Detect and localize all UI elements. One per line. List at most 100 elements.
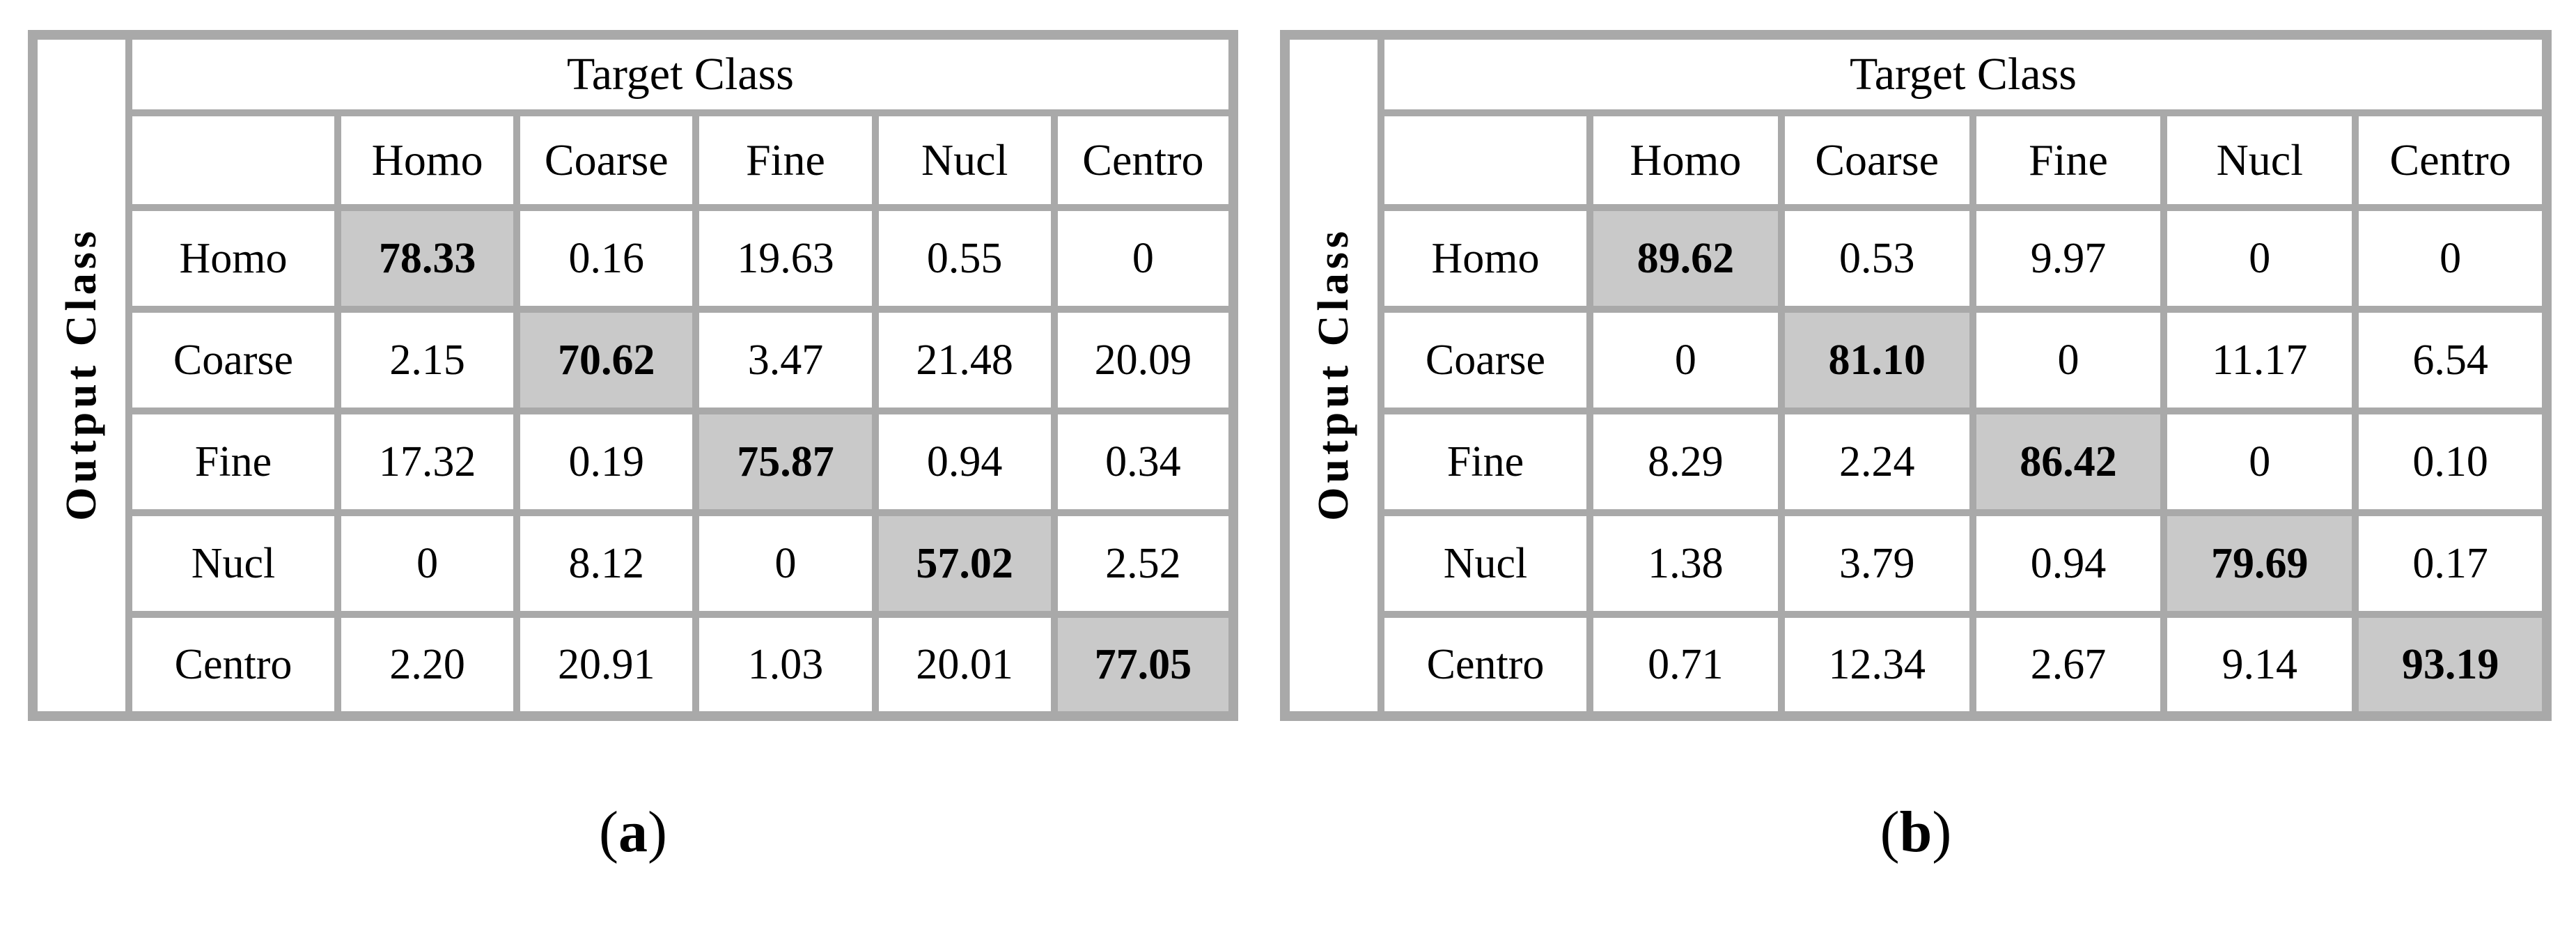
- value-cell: 0.55: [871, 204, 1058, 313]
- table-row: Nucl 1.38 3.79 0.94 79.69 0.17: [1285, 509, 2550, 618]
- value-cell: 3.79: [1777, 509, 1976, 618]
- column-header-fine: Fine: [692, 109, 879, 211]
- diagonal-value-cell: 89.62: [1586, 204, 1785, 313]
- panel-a: Output Class Target Class Homo Coarse Fine…: [28, 30, 1238, 862]
- diagonal-value-cell: 57.02: [871, 509, 1058, 618]
- corner-cell: [1377, 109, 1593, 211]
- diagonal-value-cell: 78.33: [334, 204, 521, 313]
- row-header-centro: Centro: [1377, 611, 1593, 720]
- value-cell: 0: [2160, 408, 2359, 516]
- caption-paren-open: (: [1880, 800, 1900, 864]
- table-row: Homo 78.33 0.16 19.63 0.55 0: [33, 204, 1238, 313]
- target-class-axis-label: Target Class: [125, 31, 1237, 116]
- matrix-body: Output Class Target Class Homo Coarse Fine…: [29, 31, 1238, 720]
- diagonal-value-cell: 75.87: [692, 408, 879, 516]
- value-cell: 6.54: [2352, 306, 2550, 414]
- value-cell: 9.14: [2160, 611, 2359, 720]
- value-cell: 20.09: [1050, 306, 1238, 414]
- diagonal-value-cell: 81.10: [1777, 306, 1976, 414]
- diagonal-value-cell: 70.62: [513, 306, 700, 414]
- column-header-centro: Centro: [2352, 109, 2550, 211]
- row-header-nucl: Nucl: [125, 509, 341, 618]
- row-header-fine: Fine: [1377, 408, 1593, 516]
- diagonal-value-cell: 77.05: [1050, 611, 1238, 720]
- value-cell: 20.01: [871, 611, 1058, 720]
- caption-letter: b: [1899, 800, 1933, 864]
- panel-a-caption: (a): [28, 803, 1238, 862]
- value-cell: 0: [1050, 204, 1238, 313]
- column-header-coarse: Coarse: [513, 109, 700, 211]
- row-header-homo: Homo: [125, 204, 341, 313]
- target-class-axis-label: Target Class: [1377, 31, 2550, 116]
- value-cell: 0: [1969, 306, 2168, 414]
- table-row: Coarse 0 81.10 0 11.17 6.54: [1285, 306, 2550, 414]
- value-cell: 8.29: [1586, 408, 1785, 516]
- value-cell: 0.10: [2352, 408, 2550, 516]
- output-class-axis-label: Output Class: [57, 226, 105, 521]
- value-cell: 0.16: [513, 204, 700, 313]
- value-cell: 9.97: [1969, 204, 2168, 313]
- panel-b-caption: (b): [1280, 803, 2552, 862]
- value-cell: 2.52: [1050, 509, 1238, 618]
- column-header-nucl: Nucl: [871, 109, 1058, 211]
- table-row: Centro 0.71 12.34 2.67 9.14 93.19: [1285, 611, 2550, 720]
- caption-paren-open: (: [599, 800, 618, 864]
- column-header-homo: Homo: [334, 109, 521, 211]
- target-class-row: Output Class Target Class: [1281, 31, 2550, 720]
- value-cell: 20.91: [513, 611, 700, 720]
- value-cell: 0.19: [513, 408, 700, 516]
- table-row: Nucl 0 8.12 0 57.02 2.52: [33, 509, 1238, 618]
- matrix-body: Output Class Target Class Homo Coarse Fine…: [1281, 31, 2550, 720]
- value-cell: 0: [334, 509, 521, 618]
- value-cell: 17.32: [334, 408, 521, 516]
- column-header-row: Homo Coarse Fine Nucl Centro: [1285, 109, 2550, 211]
- value-cell: 0: [1586, 306, 1785, 414]
- column-header-centro: Centro: [1050, 109, 1238, 211]
- value-cell: 19.63: [692, 204, 879, 313]
- column-header-nucl: Nucl: [2160, 109, 2359, 211]
- value-cell: 0: [2352, 204, 2550, 313]
- table-row: Homo 89.62 0.53 9.97 0 0: [1285, 204, 2550, 313]
- value-cell: 21.48: [871, 306, 1058, 414]
- row-header-centro: Centro: [125, 611, 341, 720]
- diagonal-value-cell: 93.19: [2352, 611, 2550, 720]
- panel-b: Output Class Target Class Homo Coarse Fine…: [1280, 30, 2552, 862]
- column-header-coarse: Coarse: [1777, 109, 1976, 211]
- row-header-coarse: Coarse: [1377, 306, 1593, 414]
- row-header-fine: Fine: [125, 408, 341, 516]
- value-cell: 0: [2160, 204, 2359, 313]
- value-cell: 1.38: [1586, 509, 1785, 618]
- value-cell: 2.20: [334, 611, 521, 720]
- target-class-row: Output Class Target Class: [29, 31, 1237, 720]
- value-cell: 12.34: [1777, 611, 1976, 720]
- table-row: Coarse 2.15 70.62 3.47 21.48 20.09: [33, 306, 1238, 414]
- output-class-axis-label: Output Class: [1309, 226, 1357, 521]
- column-header-row: Homo Coarse Fine Nucl Centro: [33, 109, 1238, 211]
- value-cell: 2.67: [1969, 611, 2168, 720]
- caption-paren-close: ): [648, 800, 667, 864]
- diagonal-value-cell: 86.42: [1969, 408, 2168, 516]
- confusion-matrix-table-a: Output Class Target Class Homo Coarse Fine…: [28, 30, 1238, 721]
- row-header-homo: Homo: [1377, 204, 1593, 313]
- value-cell: 0.94: [1969, 509, 2168, 618]
- value-cell: 0.71: [1586, 611, 1785, 720]
- caption-letter: a: [618, 800, 648, 864]
- value-cell: 8.12: [513, 509, 700, 618]
- value-cell: 0.53: [1777, 204, 1976, 313]
- value-cell: 0.17: [2352, 509, 2550, 618]
- diagonal-value-cell: 79.69: [2160, 509, 2359, 618]
- table-row: Centro 2.20 20.91 1.03 20.01 77.05: [33, 611, 1238, 720]
- value-cell: 2.24: [1777, 408, 1976, 516]
- caption-paren-close: ): [1932, 800, 1952, 864]
- value-cell: 0: [692, 509, 879, 618]
- row-header-nucl: Nucl: [1377, 509, 1593, 618]
- table-row: Fine 17.32 0.19 75.87 0.94 0.34: [33, 408, 1238, 516]
- value-cell: 0.34: [1050, 408, 1238, 516]
- output-class-axis-cell: Output Class: [1281, 31, 1384, 720]
- confusion-matrix-figure: Output Class Target Class Homo Coarse Fine…: [28, 30, 2552, 862]
- output-class-axis-cell: Output Class: [29, 31, 132, 720]
- value-cell: 1.03: [692, 611, 879, 720]
- row-header-coarse: Coarse: [125, 306, 341, 414]
- table-row: Fine 8.29 2.24 86.42 0 0.10: [1285, 408, 2550, 516]
- confusion-matrix-table-b: Output Class Target Class Homo Coarse Fine…: [1280, 30, 2552, 721]
